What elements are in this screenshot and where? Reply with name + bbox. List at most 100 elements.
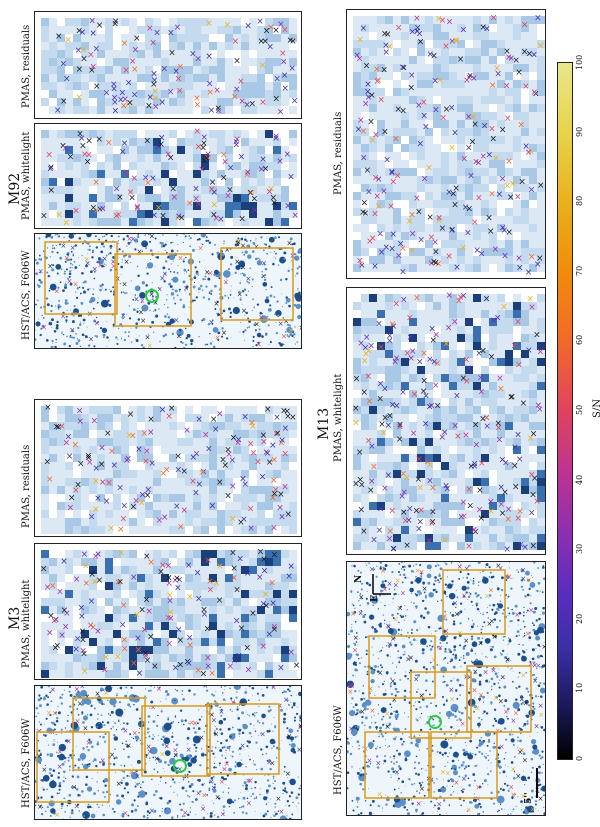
svg-text:×: ×	[299, 324, 301, 332]
svg-text:×: ×	[123, 727, 129, 735]
svg-text:×: ×	[299, 784, 301, 792]
svg-text:×: ×	[164, 742, 170, 750]
svg-text:×: ×	[56, 587, 64, 597]
svg-text:×: ×	[186, 199, 194, 209]
svg-text:×: ×	[229, 549, 237, 559]
svg-text:×: ×	[277, 663, 285, 673]
svg-text:×: ×	[276, 503, 284, 513]
svg-text:×: ×	[273, 74, 281, 84]
svg-text:×: ×	[245, 665, 253, 675]
svg-text:×: ×	[177, 523, 185, 533]
svg-text:×: ×	[185, 561, 193, 571]
svg-text:×: ×	[72, 207, 80, 217]
svg-text:×: ×	[164, 613, 172, 623]
svg-text:×: ×	[138, 498, 146, 508]
svg-text:×: ×	[159, 561, 167, 571]
svg-text:×: ×	[177, 660, 185, 670]
svg-text:×: ×	[165, 579, 173, 589]
colorbar-tick-70: 70	[575, 265, 584, 276]
svg-text:×: ×	[186, 634, 194, 644]
svg-text:×: ×	[138, 605, 146, 615]
svg-text:×: ×	[269, 760, 275, 768]
svg-text:×: ×	[260, 730, 266, 738]
svg-text:×: ×	[278, 436, 286, 446]
svg-text:×: ×	[298, 722, 301, 730]
svg-text:×: ×	[129, 431, 137, 441]
svg-text:×: ×	[166, 597, 174, 607]
svg-text:×: ×	[119, 148, 127, 158]
svg-text:×: ×	[96, 205, 104, 215]
svg-text:×: ×	[85, 453, 93, 463]
svg-text:×: ×	[90, 203, 98, 213]
svg-text:×: ×	[282, 84, 290, 94]
svg-text:×: ×	[210, 415, 218, 425]
svg-text:×: ×	[178, 254, 184, 262]
svg-text:×: ×	[150, 69, 158, 79]
svg-text:×: ×	[85, 137, 93, 147]
svg-text:×: ×	[84, 158, 92, 168]
svg-text:×: ×	[127, 235, 133, 243]
svg-text:×: ×	[46, 475, 54, 485]
svg-text:×: ×	[131, 693, 137, 701]
svg-text:×: ×	[167, 608, 175, 618]
svg-text:×: ×	[296, 746, 301, 754]
svg-text:×: ×	[158, 134, 166, 144]
svg-text:×: ×	[92, 464, 100, 474]
svg-text:×: ×	[194, 127, 202, 137]
svg-text:×: ×	[244, 21, 252, 31]
svg-text:×: ×	[98, 460, 106, 470]
svg-text:×: ×	[200, 467, 208, 477]
svg-text:×: ×	[243, 643, 251, 653]
svg-text:×: ×	[63, 438, 71, 448]
svg-text:×: ×	[126, 431, 134, 441]
colorbar-tick-100: 100	[575, 54, 584, 70]
svg-text:×: ×	[211, 716, 217, 724]
svg-text:×: ×	[125, 78, 133, 88]
svg-text:×: ×	[241, 480, 249, 490]
svg-text:×: ×	[220, 151, 228, 161]
svg-text:×: ×	[157, 286, 163, 294]
svg-text:×: ×	[282, 424, 290, 434]
svg-text:×: ×	[194, 101, 202, 111]
svg-text:×: ×	[151, 211, 159, 221]
svg-text:×: ×	[154, 142, 162, 152]
svg-text:×: ×	[247, 504, 255, 514]
svg-text:×: ×	[88, 16, 96, 26]
svg-text:×: ×	[173, 751, 179, 759]
svg-text:×: ×	[68, 494, 76, 504]
svg-text:×: ×	[152, 94, 160, 104]
svg-text:×: ×	[176, 62, 184, 72]
svg-text:×: ×	[224, 491, 232, 501]
svg-text:×: ×	[278, 438, 286, 448]
svg-text:×: ×	[147, 342, 153, 348]
svg-text:×: ×	[281, 71, 289, 81]
svg-text:×: ×	[134, 204, 142, 214]
svg-text:×: ×	[237, 518, 245, 528]
svg-text:×: ×	[159, 275, 165, 283]
svg-text:×: ×	[136, 669, 144, 679]
svg-text:×: ×	[144, 178, 152, 188]
svg-text:×: ×	[272, 132, 280, 142]
svg-text:×: ×	[100, 757, 106, 765]
svg-text:×: ×	[85, 452, 93, 462]
svg-text:×: ×	[129, 769, 135, 777]
svg-text:×: ×	[168, 49, 176, 59]
svg-text:×: ×	[111, 461, 119, 471]
svg-text:×: ×	[270, 199, 278, 209]
svg-text:×: ×	[213, 579, 221, 589]
svg-text:×: ×	[47, 186, 55, 196]
svg-text:×: ×	[236, 686, 242, 689]
svg-text:×: ×	[63, 609, 71, 619]
svg-text:×: ×	[72, 441, 80, 451]
svg-text:×: ×	[270, 476, 278, 486]
svg-text:×: ×	[79, 28, 87, 38]
svg-text:×: ×	[206, 79, 214, 89]
svg-text:×: ×	[44, 583, 52, 593]
svg-text:×: ×	[59, 142, 67, 152]
svg-text:×: ×	[147, 558, 155, 568]
svg-text:×: ×	[238, 153, 246, 163]
svg-text:×: ×	[270, 622, 278, 632]
svg-text:×: ×	[259, 61, 267, 71]
svg-text:×: ×	[133, 34, 141, 44]
svg-text:×: ×	[130, 659, 138, 669]
